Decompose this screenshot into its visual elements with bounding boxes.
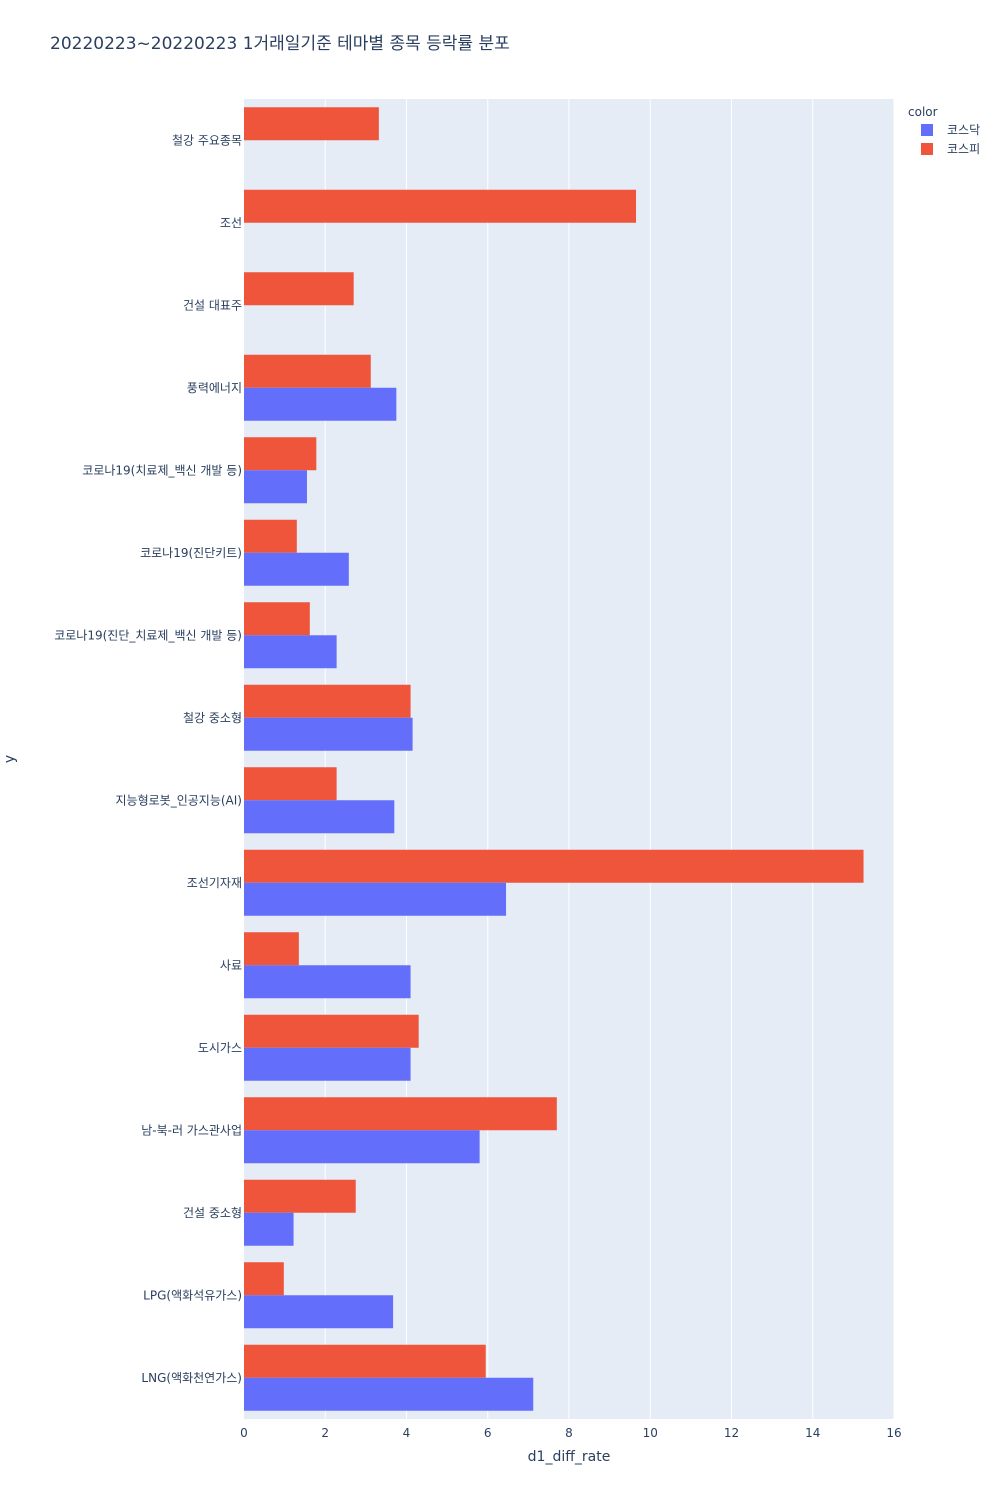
bar-kosdaq[interactable]	[244, 387, 397, 421]
x-tick-label: 6	[484, 1426, 492, 1440]
legend-item-kosdaq[interactable]: 코스닥	[921, 123, 980, 137]
legend-swatch-kosdaq	[921, 124, 933, 136]
y-tick-label: 철강 중소형	[183, 711, 242, 725]
legend-swatch-kospi	[921, 143, 933, 155]
bar-kospi[interactable]	[244, 1344, 486, 1378]
x-axis-title: d1_diff_rate	[528, 1449, 611, 1465]
x-tick-label: 10	[643, 1426, 658, 1440]
y-tick-label: LPG(액화석유가스)	[143, 1288, 242, 1302]
bar-kosdaq[interactable]	[244, 552, 349, 586]
y-tick-label: 코로나19(진단키트)	[140, 546, 242, 560]
legend-label-kospi: 코스피	[947, 142, 980, 156]
bar-kosdaq[interactable]	[244, 1130, 480, 1164]
x-tick-label: 2	[321, 1426, 329, 1440]
x-tick-label: 0	[240, 1426, 248, 1440]
x-tick-label: 16	[886, 1426, 901, 1440]
bar-kosdaq[interactable]	[244, 635, 337, 669]
bar-kospi[interactable]	[244, 354, 371, 388]
legend[interactable]: color 코스닥 코스피	[908, 105, 980, 156]
bar-kospi[interactable]	[244, 932, 299, 966]
bar-kospi[interactable]	[244, 1014, 419, 1048]
bar-kospi[interactable]	[244, 437, 317, 471]
chart-title: 20220223~20220223 1거래일기준 테마별 종목 등락률 분포	[50, 34, 510, 54]
y-tick-label: 남-북-러 가스관사업	[141, 1123, 242, 1137]
bar-kospi[interactable]	[244, 1097, 557, 1131]
y-tick-label: 사료	[220, 958, 242, 972]
y-tick-label: 건설 중소형	[183, 1206, 242, 1220]
y-axis-title: y	[2, 755, 18, 763]
x-tick-label: 8	[565, 1426, 573, 1440]
bar-kospi[interactable]	[244, 107, 379, 141]
bar-kosdaq[interactable]	[244, 882, 507, 916]
y-tick-label: LNG(액화천연가스)	[141, 1370, 242, 1385]
y-tick-label: 코로나19(치료제_백신 개발 등)	[82, 463, 242, 477]
bar-kospi[interactable]	[244, 767, 337, 801]
legend-title: color	[908, 105, 938, 119]
x-tick-label: 14	[805, 1426, 820, 1440]
bar-kosdaq[interactable]	[244, 470, 307, 504]
y-tick-label: 코로나19(진단_치료제_백신 개발 등)	[54, 628, 242, 642]
bars[interactable]	[244, 107, 864, 1411]
bar-kospi[interactable]	[244, 519, 297, 553]
bar-kosdaq[interactable]	[244, 800, 395, 834]
bar-kospi[interactable]	[244, 272, 354, 306]
y-tick-label: 철강 주요종목	[172, 133, 242, 147]
legend-item-kospi[interactable]: 코스피	[921, 142, 980, 156]
y-tick-label: 풍력에너지	[187, 381, 242, 395]
bar-kosdaq[interactable]	[244, 717, 413, 751]
y-tick-label: 조선	[220, 216, 242, 230]
x-tick-labels: 0 2 4 6 8 10 12 14 16	[240, 1426, 901, 1440]
bar-kospi[interactable]	[244, 602, 310, 636]
bar-kospi[interactable]	[244, 1179, 356, 1213]
y-tick-label: 건설 대표주	[183, 298, 242, 312]
x-tick-label: 4	[403, 1426, 411, 1440]
bar-kospi[interactable]	[244, 684, 411, 718]
bar-kosdaq[interactable]	[244, 1047, 411, 1081]
bar-kospi[interactable]	[244, 849, 864, 883]
bar-kosdaq[interactable]	[244, 965, 411, 999]
legend-label-kosdaq: 코스닥	[947, 123, 980, 137]
x-tick-label: 12	[724, 1426, 739, 1440]
bar-kosdaq[interactable]	[244, 1377, 534, 1411]
grid-lines	[324, 99, 895, 1419]
bar-kospi[interactable]	[244, 189, 637, 223]
bar-kosdaq[interactable]	[244, 1212, 294, 1246]
y-tick-label: 조선기자재	[187, 876, 242, 890]
y-tick-label: 지능형로봇_인공지능(AI)	[116, 793, 242, 807]
bar-kospi[interactable]	[244, 1262, 284, 1296]
y-tick-label: 도시가스	[198, 1041, 242, 1055]
bar-kosdaq[interactable]	[244, 1295, 394, 1329]
